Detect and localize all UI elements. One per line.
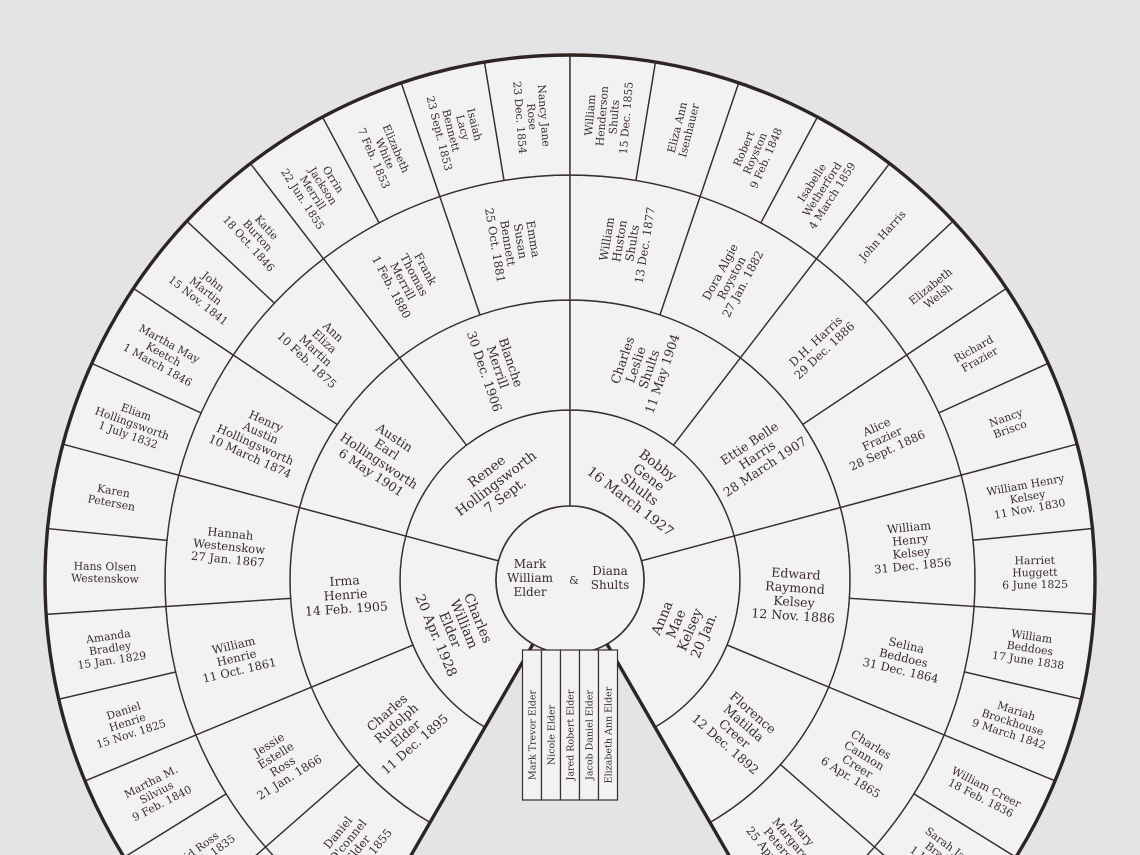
person-line: William <box>886 518 931 536</box>
person-line: Huggett <box>1012 566 1058 580</box>
ring3-person-13: WilliamHenryKelsey31 Dec. 1856 <box>870 516 952 576</box>
person-line: William <box>582 94 598 136</box>
ring4-cell-2 <box>255 846 274 855</box>
person-line: Emma <box>523 220 543 259</box>
person-line: Susan <box>511 222 531 260</box>
person-line: 23 Dec. 1854 <box>510 81 529 155</box>
person-line: Kelsey <box>892 544 932 562</box>
person-line: Henry <box>891 531 929 549</box>
ring4-person-16: Nancy JaneRose23 Dec. 1854 <box>510 79 553 155</box>
ring2-person-7: EdwardRaymondKelsey12 Nov. 1886 <box>751 563 838 625</box>
person-line: Mark <box>514 557 547 571</box>
person-line: Kelsey <box>1009 487 1047 506</box>
person-line: 6 June 1825 <box>1002 578 1068 592</box>
ring4-cell-31 <box>866 846 885 855</box>
person-line: Henrie <box>323 586 368 604</box>
person-line: Bradley <box>88 639 133 658</box>
person-line: Rose <box>524 103 539 131</box>
person-line: Edward <box>771 565 821 583</box>
ring4-cell-30 <box>873 792 1014 855</box>
person-line: Shults <box>622 224 642 263</box>
center-person-right: Diana Shults <box>591 564 630 592</box>
person-line: Diana <box>592 564 628 578</box>
child-name-5: Elizabeth Ann Elder <box>604 686 615 783</box>
person-line: Nancy Jane <box>535 84 553 147</box>
person-line: 15 Dec. 1855 <box>617 81 636 155</box>
person-line: Hannah <box>207 524 255 542</box>
person-line: Shults <box>591 578 630 592</box>
person-line: 12 Nov. 1886 <box>751 605 836 625</box>
child-name-1: Mark Trevor Elder <box>528 690 539 781</box>
ring4-person-28: MariahBrockhouse9 March 1842 <box>970 693 1055 752</box>
ring3-person-9: WilliamHustonShults13 Dec. 1877 <box>594 200 659 285</box>
ring3-person-15: CharlesCannonCreer6 Apr. 1865 <box>818 721 903 801</box>
person-line: Raymond <box>765 578 826 597</box>
center-connector: & <box>569 574 579 587</box>
person-line: William <box>507 571 554 585</box>
person-line: Huston <box>609 218 630 263</box>
ring4-person-17: WilliamHendersonShults15 Dec. 1855 <box>581 78 636 155</box>
ring4-person-26: HarrietHuggett6 June 1825 <box>1002 554 1069 592</box>
person-line: Karen <box>96 482 131 501</box>
person-line: Elder <box>513 585 546 599</box>
child-cell-5 <box>597 649 619 801</box>
center-person-left: Mark William Elder <box>507 557 554 599</box>
person-line: Westenskow <box>71 572 140 586</box>
person-line: 14 Feb. 1905 <box>304 598 388 618</box>
ring4-person-7: Hans OlsenWestenskow <box>71 560 140 586</box>
ring3-person-16: MaryMargaretPeterson25 Apr. 1871 <box>743 799 831 855</box>
person-line: William <box>1010 627 1053 646</box>
ring4-person-15: IsaiahLacyBennett23 Sept. 1853 <box>424 86 490 172</box>
child-name-3: Jared Robert Elder <box>566 689 577 781</box>
person-line: Harriet <box>1014 554 1055 568</box>
child-name-2: Nicole Elder <box>547 704 558 765</box>
fan-outer-edge <box>43 53 1097 855</box>
person-line: Kelsey <box>773 593 816 611</box>
person-line: Irma <box>329 572 361 589</box>
ring3-cell-16 <box>709 763 876 855</box>
ring2-person-2: IrmaHenrie14 Feb. 1905 <box>303 570 389 618</box>
child-name-4: Jacob Daniel Elder <box>585 690 596 781</box>
person-line: Lacy <box>453 113 472 142</box>
fan-left-edge <box>409 643 535 855</box>
person-line: Hans Olsen <box>74 560 137 574</box>
person-line: Shults <box>606 99 622 135</box>
person-line: Henderson <box>593 86 611 147</box>
